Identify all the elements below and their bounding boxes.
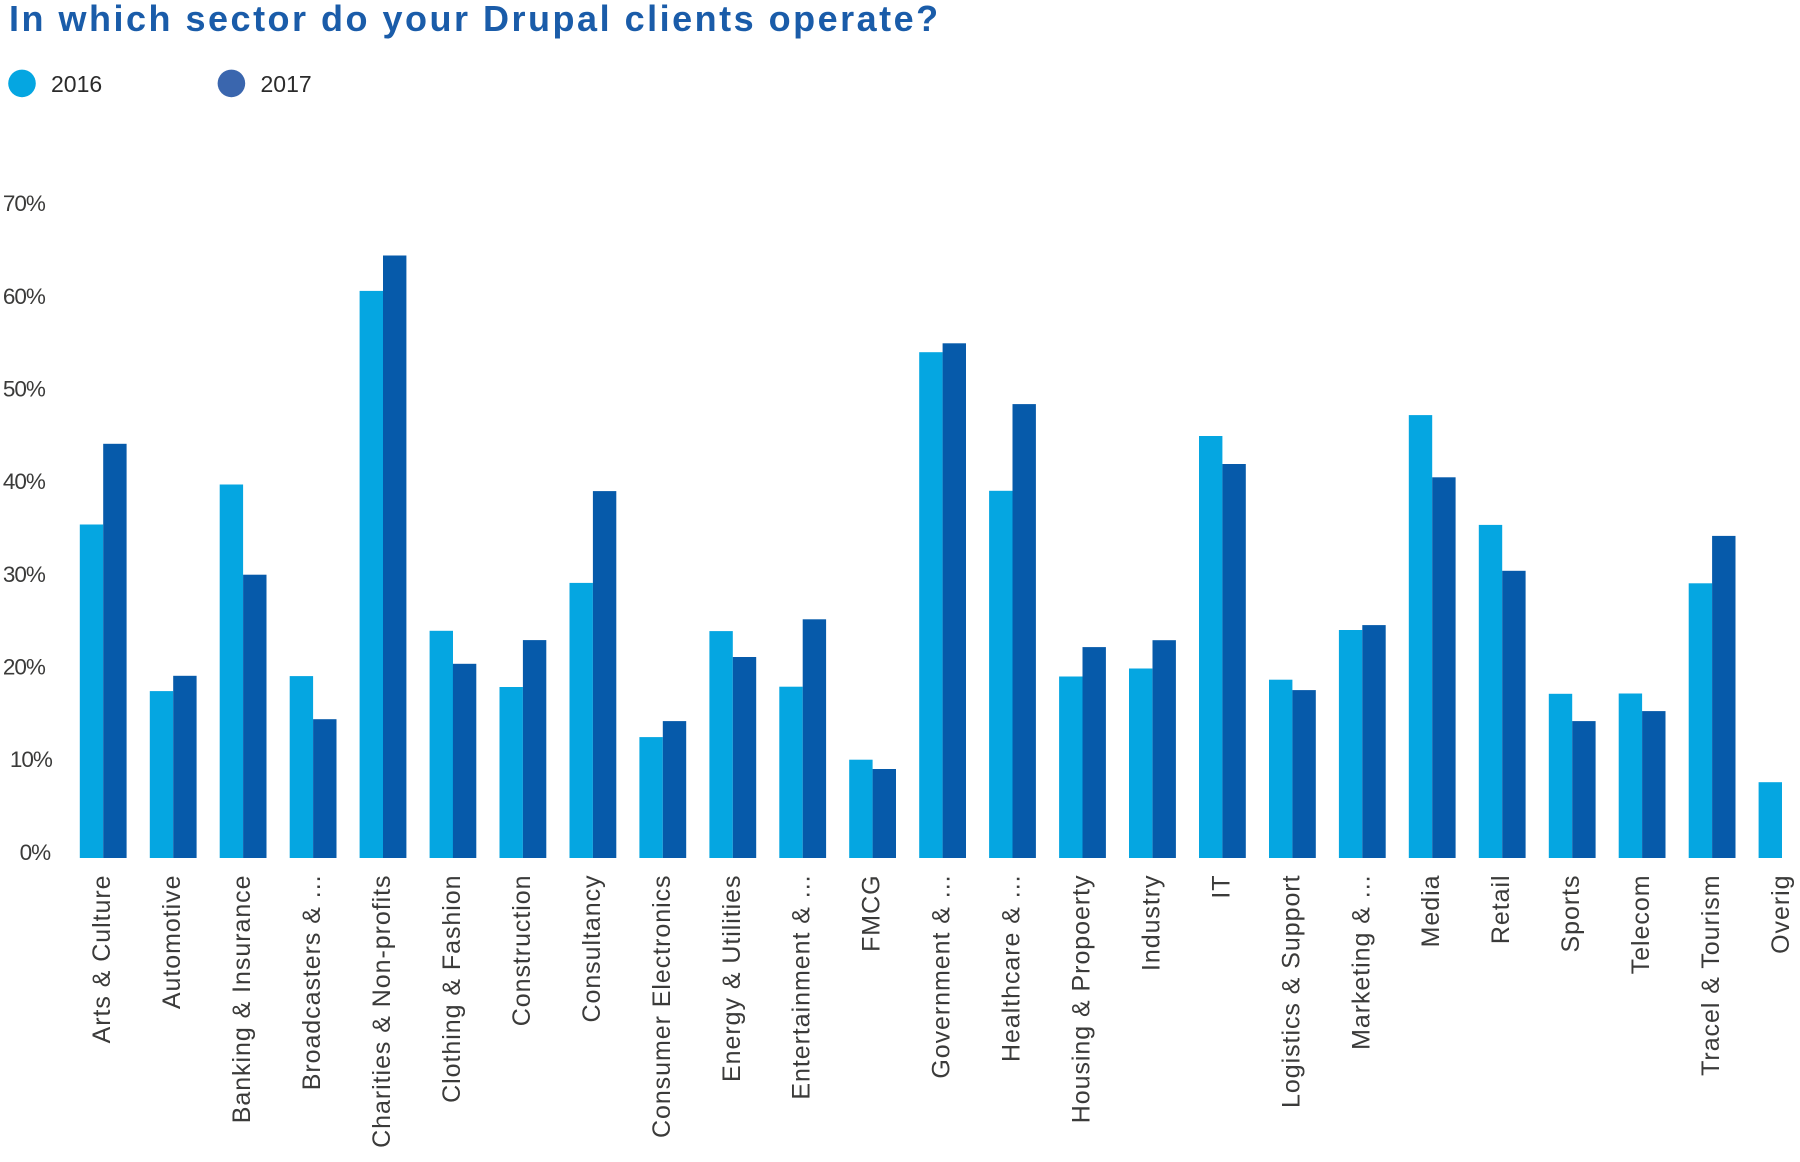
svg-text:Consumer Electronics: Consumer Electronics xyxy=(648,875,676,1139)
svg-text:Arts & Culture: Arts & Culture xyxy=(88,875,116,1044)
svg-text:IT: IT xyxy=(1207,875,1235,899)
svg-text:Overig: Overig xyxy=(1767,875,1795,954)
svg-text:In which sector do your Drupal: In which sector do your Drupal clients o… xyxy=(9,0,941,39)
svg-text:Broadcasters & ...: Broadcasters & ... xyxy=(298,875,326,1091)
svg-text:Banking & Insurance: Banking & Insurance xyxy=(228,875,256,1124)
svg-text:Charities & Non-profits: Charities & Non-profits xyxy=(368,875,396,1148)
svg-text:2016: 2016 xyxy=(51,71,102,97)
svg-text:40%: 40% xyxy=(3,469,46,494)
svg-text:2017: 2017 xyxy=(261,71,312,97)
svg-text:10%: 10% xyxy=(10,747,53,772)
svg-text:Sports: Sports xyxy=(1557,875,1585,953)
svg-text:60%: 60% xyxy=(3,284,46,309)
svg-text:Automotive: Automotive xyxy=(158,875,186,1010)
svg-text:Media: Media xyxy=(1417,875,1445,948)
svg-text:FMCG: FMCG xyxy=(858,875,886,952)
svg-text:Marketing & ...: Marketing & ... xyxy=(1347,875,1375,1050)
svg-text:Retail: Retail xyxy=(1487,875,1515,945)
svg-text:70%: 70% xyxy=(3,191,46,216)
svg-text:Entertainment & ...: Entertainment & ... xyxy=(788,874,816,1099)
svg-text:Clothing & Fashion: Clothing & Fashion xyxy=(438,875,466,1103)
svg-text:Consultancy: Consultancy xyxy=(578,875,606,1023)
svg-text:Energy & Utilities: Energy & Utilities xyxy=(718,875,746,1082)
svg-text:Government & ...: Government & ... xyxy=(928,875,956,1079)
svg-text:Healthcare & ...: Healthcare & ... xyxy=(998,875,1026,1063)
svg-text:Housing & Propoerty: Housing & Propoerty xyxy=(1068,875,1096,1124)
svg-text:0%: 0% xyxy=(20,840,52,865)
svg-text:20%: 20% xyxy=(3,655,46,680)
svg-text:30%: 30% xyxy=(3,562,46,587)
svg-text:Industry: Industry xyxy=(1138,875,1166,972)
svg-text:Tracel & Tourism: Tracel & Tourism xyxy=(1697,875,1725,1076)
svg-text:Construction: Construction xyxy=(508,875,536,1027)
svg-text:Telecom: Telecom xyxy=(1627,875,1655,975)
svg-text:Logistics & Support: Logistics & Support xyxy=(1277,875,1305,1108)
svg-text:50%: 50% xyxy=(3,377,46,402)
